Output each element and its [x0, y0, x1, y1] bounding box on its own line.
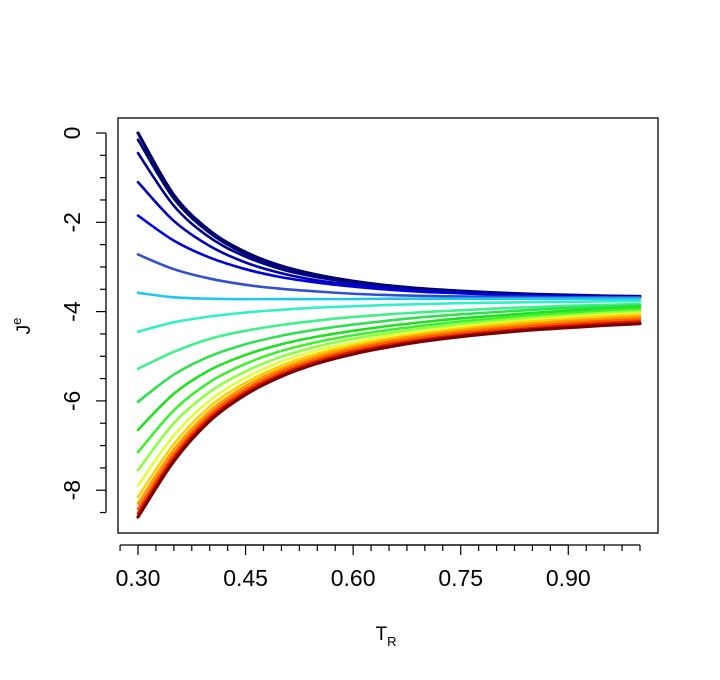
- y-tick-label: -6: [59, 391, 85, 411]
- y-tick-label: -4: [59, 301, 85, 322]
- series-line-3: [136, 151, 642, 298]
- y-tick-label: -2: [59, 212, 85, 232]
- y-axis-title: Je: [9, 318, 35, 335]
- series-line-12: [136, 307, 642, 454]
- series-line-17: [136, 317, 642, 511]
- x-axis-title-main: T: [376, 624, 388, 645]
- x-tick-label: 0.60: [331, 565, 376, 591]
- y-axis: 0 -2 -4 -6 -8: [59, 127, 107, 514]
- y-axis-title-superscript: e: [9, 318, 24, 325]
- x-axis-title-subscript: R: [387, 634, 396, 649]
- y-tick-label: 0: [59, 127, 85, 140]
- series-line-2: [136, 138, 642, 298]
- x-axis: 0.30 0.45 0.60 0.75 0.90: [116, 544, 641, 591]
- series-line-10: [136, 304, 642, 404]
- series-line-7: [136, 291, 642, 301]
- series-line-6: [136, 253, 642, 299]
- x-tick-label: 0.90: [546, 565, 591, 591]
- series-line-5: [136, 214, 642, 299]
- x-tick-label: 0.75: [438, 565, 483, 591]
- series-line-16: [136, 315, 642, 505]
- series-layer: [136, 131, 642, 519]
- series-line-15: [136, 313, 642, 499]
- series-line-13: [136, 309, 642, 472]
- x-tick-label: 0.45: [223, 565, 268, 591]
- series-line-8: [136, 299, 642, 333]
- x-axis-title: TR: [376, 624, 397, 649]
- series-line-1: [136, 131, 642, 299]
- series-line-18: [136, 320, 642, 515]
- series-line-14: [136, 311, 642, 488]
- series-line-19: [136, 322, 642, 519]
- y-axis-title-main: J: [14, 325, 35, 335]
- plot-frame: [117, 117, 659, 534]
- series-line-9: [136, 302, 642, 371]
- x-tick-label: 0.30: [116, 565, 161, 591]
- y-tick-label: -8: [59, 480, 85, 500]
- series-line-11: [136, 305, 642, 432]
